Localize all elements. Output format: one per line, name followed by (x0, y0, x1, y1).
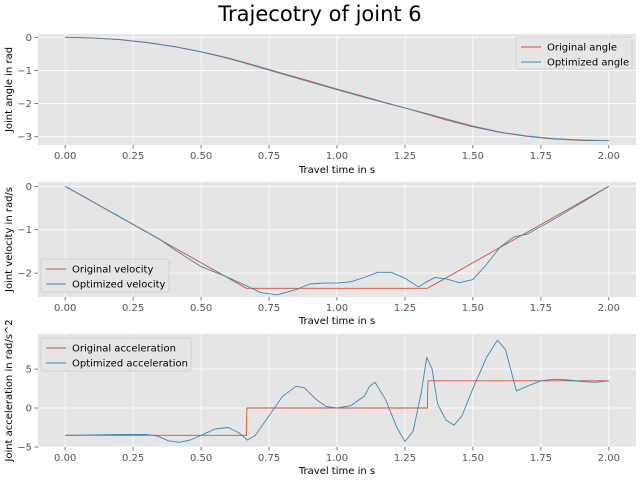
figure-title: Trajecotry of joint 6 (217, 2, 421, 26)
acceleration-xtick-label: 0.00 (54, 453, 76, 464)
angle-xtick-label: 0.75 (258, 151, 280, 162)
velocity-xtick-label: 0.75 (258, 303, 280, 314)
angle-xtick-label: 1.00 (326, 151, 348, 162)
angle-plot-xlabel: Travel time in s (298, 165, 375, 176)
velocity-legend-label-original: Original velocity (72, 265, 153, 276)
velocity-xtick-label: 1.25 (394, 303, 416, 314)
velocity-plot-xlabel: Travel time in s (298, 316, 375, 327)
velocity-xtick-label: 2.00 (598, 303, 620, 314)
angle-xtick-label: 0.50 (190, 151, 212, 162)
acceleration-xtick-label: 2.00 (598, 453, 620, 464)
velocity-xtick-label: 0.50 (190, 303, 212, 314)
velocity-xtick-label: 0.00 (54, 303, 76, 314)
angle-series-optimized (65, 36, 609, 142)
angle-xtick-label: 0.00 (54, 151, 76, 162)
velocity-xtick-label: 1.00 (326, 303, 348, 314)
acceleration-legend-box (40, 337, 192, 372)
angle-ytick-label: −2 (17, 99, 32, 110)
velocity-legend-box (40, 258, 170, 293)
acceleration-xtick-label: 0.25 (122, 453, 144, 464)
acceleration-ytick-label: −5 (17, 443, 32, 454)
acceleration-xtick-label: 0.50 (190, 453, 212, 464)
velocity-plot: 0.00 0.25 0.50 0.75 1.00 1.25 1.50 1.75 2.00 0 −1 −… (4, 182, 636, 327)
angle-ytick-label: 0 (26, 33, 32, 44)
acceleration-plot-ylabel: Joint acceleration in rad/s^2 (4, 319, 15, 462)
velocity-legend-label-optimized: Optimized velocity (72, 280, 166, 291)
angle-legend-label-optimized: Optimized angle (547, 58, 629, 69)
velocity-xtick-label: 1.50 (462, 303, 484, 314)
acceleration-xtick-label: 1.00 (326, 453, 348, 464)
acceleration-series-optimized (65, 339, 609, 443)
velocity-series-optimized (64, 185, 610, 296)
acceleration-xtick-label: 1.75 (530, 453, 552, 464)
acceleration-plot-legend: Original acceleration Optimized accelerat… (40, 337, 192, 372)
velocity-ytick-label: −2 (17, 269, 32, 280)
velocity-plot-ylabel: Joint velocity in rad/s (4, 187, 15, 293)
angle-ytick-label: −3 (17, 132, 32, 143)
acceleration-legend-label-optimized: Optimized acceleration (72, 359, 188, 370)
acceleration-xtick-label: 0.75 (258, 453, 280, 464)
angle-plot-legend: Original angle Optimized angle (515, 36, 633, 70)
acceleration-plot-xlabel: Travel time in s (298, 466, 375, 477)
velocity-ytick-label: 0 (26, 182, 32, 193)
velocity-plot-legend: Original velocity Optimized velocity (40, 258, 170, 293)
acceleration-xtick-label: 1.25 (394, 453, 416, 464)
acceleration-legend-label-original: Original acceleration (72, 344, 176, 355)
angle-legend-label-original: Original angle (547, 43, 617, 54)
angle-ytick-label: −1 (17, 66, 32, 77)
angle-xtick-label: 1.75 (530, 151, 552, 162)
angle-plot-ylabel: Joint angle in rad (4, 47, 15, 133)
acceleration-plot: 0.00 0.25 0.50 0.75 1.00 1.25 1.50 1.75 2.00 5 0 −5… (4, 319, 636, 477)
angle-xtick-label: 2.00 (598, 151, 620, 162)
acceleration-xtick-label: 1.50 (462, 453, 484, 464)
angle-plot: 0.00 0.25 0.50 0.75 1.00 1.25 1.50 1.75 2.00 0 −1 −… (4, 33, 636, 176)
angle-xtick-label: 0.25 (122, 151, 144, 162)
angle-xtick-label: 1.25 (394, 151, 416, 162)
velocity-ytick-label: −1 (17, 225, 32, 236)
velocity-xtick-label: 0.25 (122, 303, 144, 314)
acceleration-ytick-label: 5 (26, 365, 32, 376)
acceleration-ytick-label: 0 (26, 404, 32, 415)
angle-xtick-label: 1.50 (462, 151, 484, 162)
velocity-xtick-label: 1.75 (530, 303, 552, 314)
angle-legend-box (515, 36, 633, 70)
